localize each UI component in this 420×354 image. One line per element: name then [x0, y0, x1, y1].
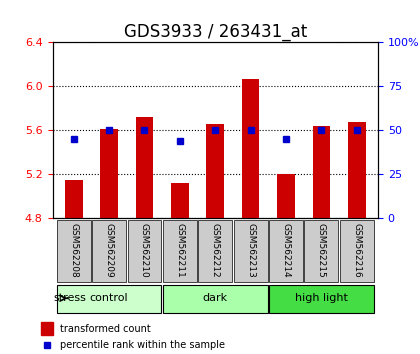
Text: GSM562208: GSM562208	[69, 223, 78, 278]
Text: GSM562209: GSM562209	[105, 223, 113, 278]
Bar	[41, 322, 52, 335]
Bar	[65, 180, 83, 218]
Text: percentile rank within the sample: percentile rank within the sample	[60, 340, 225, 350]
Text: control: control	[90, 293, 129, 303]
FancyBboxPatch shape	[269, 285, 374, 313]
Bar	[100, 129, 118, 218]
Bar	[171, 183, 189, 218]
Text: stress: stress	[53, 293, 86, 303]
FancyBboxPatch shape	[128, 220, 161, 281]
Bar	[348, 122, 366, 218]
Bar	[136, 117, 153, 218]
FancyBboxPatch shape	[92, 220, 126, 281]
FancyBboxPatch shape	[304, 220, 339, 281]
Text: GSM562212: GSM562212	[211, 223, 220, 278]
Bar	[242, 79, 260, 218]
Text: GSM562210: GSM562210	[140, 223, 149, 278]
Text: GSM562216: GSM562216	[352, 223, 361, 278]
FancyBboxPatch shape	[57, 285, 161, 313]
FancyBboxPatch shape	[57, 220, 91, 281]
Bar	[312, 126, 330, 218]
Text: transformed count: transformed count	[60, 324, 151, 333]
Text: GSM562214: GSM562214	[281, 223, 291, 278]
FancyBboxPatch shape	[269, 220, 303, 281]
FancyBboxPatch shape	[163, 285, 268, 313]
FancyBboxPatch shape	[198, 220, 232, 281]
FancyBboxPatch shape	[340, 220, 374, 281]
Bar	[277, 175, 295, 218]
Text: GSM562213: GSM562213	[246, 223, 255, 278]
Text: dark: dark	[203, 293, 228, 303]
Text: GSM562215: GSM562215	[317, 223, 326, 278]
FancyBboxPatch shape	[163, 220, 197, 281]
Title: GDS3933 / 263431_at: GDS3933 / 263431_at	[123, 23, 307, 41]
FancyBboxPatch shape	[234, 220, 268, 281]
Text: high light: high light	[295, 293, 348, 303]
Bar	[206, 124, 224, 218]
Text: GSM562211: GSM562211	[176, 223, 184, 278]
